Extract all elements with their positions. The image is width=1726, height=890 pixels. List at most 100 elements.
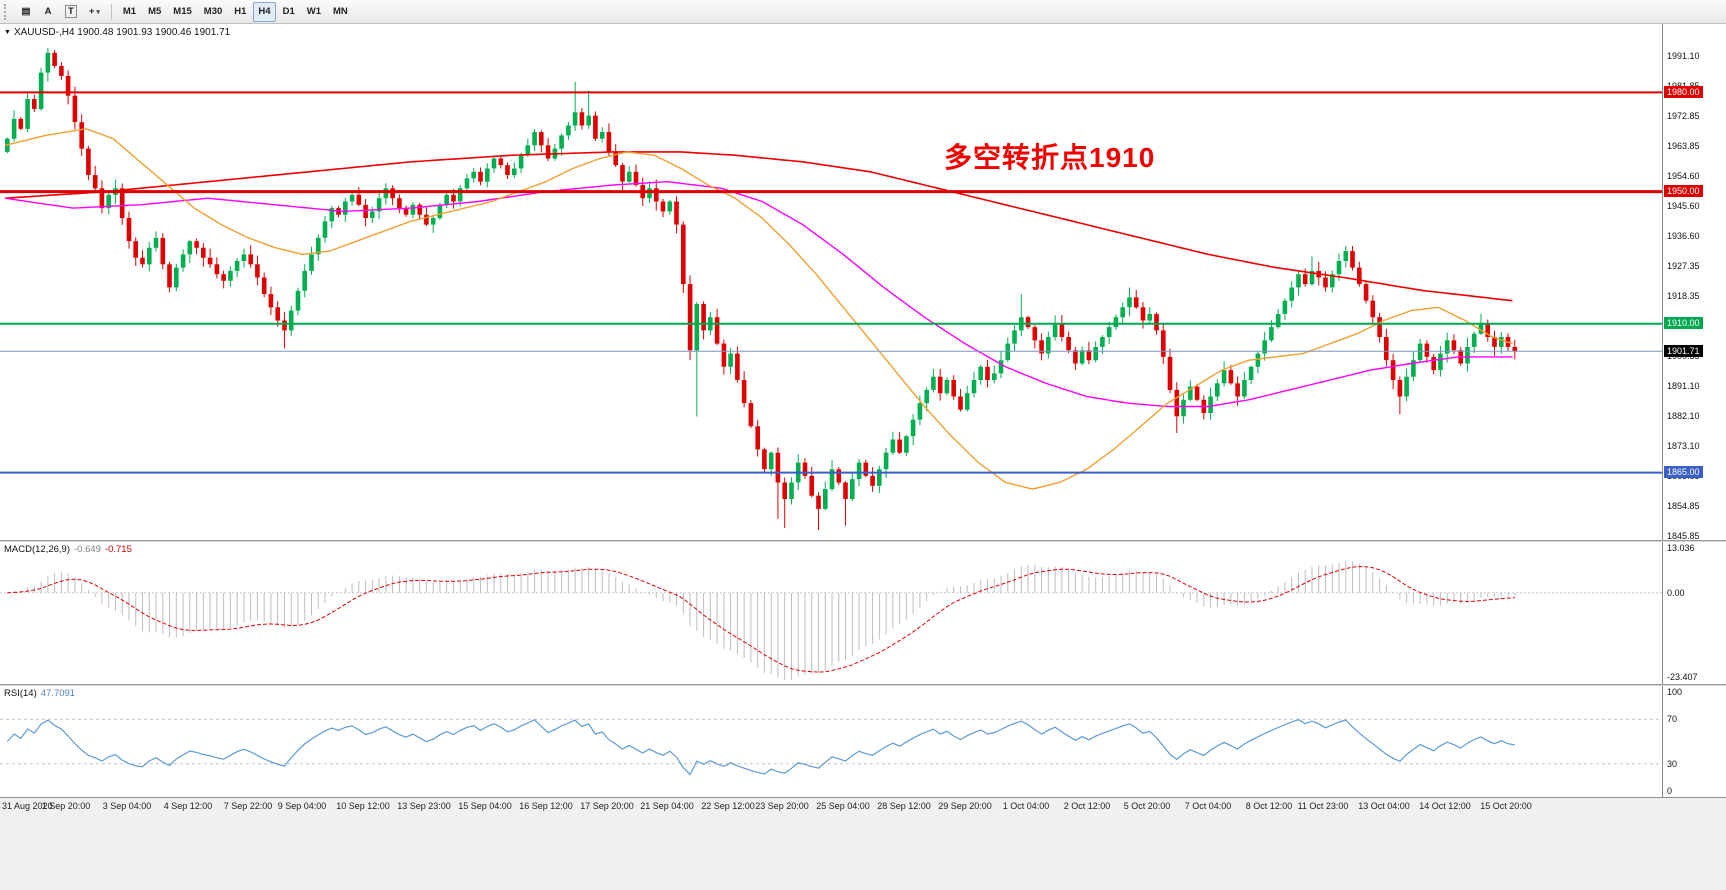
chart-objects-tool-button[interactable]: ▤ [16,2,36,22]
timeframe-button-mn[interactable]: MN [328,2,353,22]
time-axis-label: 8 Oct 12:00 [1245,801,1293,811]
time-axis-label: 22 Sep 12:00 [701,801,755,811]
price-tick: 1845.85 [1667,531,1700,540]
price-tick: 1954.60 [1667,171,1700,181]
macd-scale[interactable]: 13.036 0.00 -23.407 [1662,542,1726,684]
rsi-scale-tick: 0 [1667,786,1673,796]
macd-scale-tick: 0.00 [1667,587,1685,598]
timeframe-button-m5[interactable]: M5 [143,2,166,22]
ma-line-fast-orange [4,128,1513,490]
time-axis-label: 10 Sep 12:00 [336,801,390,811]
time-axis-label: 5 Oct 20:00 [1123,801,1171,811]
panel-splitter[interactable] [0,540,1726,542]
rsi-scale[interactable]: 100 70 30 0 [1662,686,1726,797]
price-tick: 1991.10 [1667,51,1700,61]
time-axis-label: 23 Sep 20:00 [755,801,809,811]
time-axis-label: 13 Sep 23:00 [397,801,451,811]
timeframe-button-m15[interactable]: M15 [168,2,196,22]
ma-line-mid-magenta [4,180,1513,408]
macd-header: MACD(12,26,9) -0.649 -0.715 [4,544,136,555]
timeframe-toolbar: M1 M5 M15 M30 H1 H4 D1 W1 MN [117,1,354,22]
rsi-label: RSI(14) [4,688,37,699]
drawing-tools-group: ▤ A T + ▾ [15,2,106,22]
rsi-line [6,718,1515,776]
price-tick: 1945.60 [1667,201,1700,211]
macd-scale-tick: -23.407 [1667,672,1698,682]
price-badge-1950.00: 1950.00 [1664,185,1703,197]
time-axis-label: 9 Sep 04:00 [277,801,327,811]
time-axis-label: 11 Oct 23:00 [1297,801,1349,811]
time-axis-label: 1 Oct 04:00 [1002,801,1050,811]
time-axis-label: 16 Sep 12:00 [519,801,573,811]
toolbar: ▤ A T + ▾ M1 M5 M15 M30 H1 H4 D1 W1 MN [0,0,1726,24]
symbol-info: ▼ XAUUSD-,H4 1900.48 1901.93 1900.46 1901… [4,27,230,38]
rsi-header: RSI(14) 47.7091 [4,688,79,699]
price-tick: 1873.10 [1667,441,1700,451]
time-axis[interactable]: 31 Aug 2020 1 Sep 20:00 3 Sep 04:00 4 Sep 1… [0,797,1726,815]
price-chart-canvas[interactable] [0,24,1662,540]
time-axis-label: 13 Oct 04:00 [1358,801,1410,811]
time-axis-label: 2 Oct 12:00 [1063,801,1111,811]
price-tick: 1854.85 [1667,501,1700,511]
price-badge-1901.71: 1901.71 [1664,345,1703,357]
main-chart-panel: 1991.101981.851972.851963.851954.601945.… [0,24,1726,540]
time-axis-label: 7 Sep 22:00 [223,801,273,811]
price-tick: 1891.10 [1667,381,1700,391]
rsi-canvas[interactable] [0,686,1662,797]
rsi-scale-tick: 100 [1667,687,1683,697]
text-frame-t-tool-button[interactable]: T [60,2,82,22]
rsi-value: 47.7091 [40,688,76,699]
rsi-scale-tick: 70 [1667,714,1678,725]
price-scale[interactable]: 1991.101981.851972.851963.851954.601945.… [1662,24,1726,540]
time-axis-label: 14 Oct 12:00 [1419,801,1471,811]
collapse-triangle-icon[interactable]: ▼ [4,29,11,36]
panel-splitter[interactable] [0,684,1726,686]
macd-scale-tick: 13.036 [1667,543,1695,553]
text-label-a-tool-button[interactable]: A [38,2,58,22]
symbol-ohlc-text: XAUUSD-,H4 1900.48 1901.93 1900.46 1901.… [13,27,231,38]
price-badge-1865.00: 1865.00 [1664,466,1703,478]
time-axis-label: 1 Sep 20:00 [41,801,91,811]
macd-signal-line [7,565,1515,673]
time-axis-label: 3 Sep 04:00 [102,801,152,811]
price-tick: 1918.35 [1667,291,1700,301]
time-axis-label: 31 Aug 2020 [2,801,53,811]
macd-panel: 13.036 0.00 -23.407 MACD(12,26,9) -0.649 -0.… [0,542,1726,684]
time-axis-label: 4 Sep 12:00 [163,801,213,811]
time-axis-label: 15 Oct 20:00 [1480,801,1532,811]
time-axis-label: 28 Sep 12:00 [877,801,931,811]
time-axis-label: 7 Oct 04:00 [1184,801,1232,811]
price-tick: 1963.85 [1667,141,1700,151]
timeframe-button-m1[interactable]: M1 [118,2,141,22]
timeframe-button-h4[interactable]: H4 [253,1,276,22]
timeframe-button-w1[interactable]: W1 [302,2,326,22]
toolbar-drag-handle[interactable] [4,3,10,20]
crosshair-tool-button[interactable]: + ▾ [84,2,105,22]
time-axis-label: 29 Sep 20:00 [938,801,992,811]
macd-signal-value: -0.715 [104,544,132,555]
price-badge-1910.00: 1910.00 [1664,317,1703,329]
macd-canvas[interactable] [0,542,1662,684]
chart-annotation-text[interactable]: 多空转折点1910 [944,142,1156,173]
price-tick: 1972.85 [1667,111,1700,121]
toolbar-separator [110,3,112,20]
timeframe-button-d1[interactable]: D1 [278,2,300,22]
time-axis-label: 17 Sep 20:00 [580,801,634,811]
price-tick: 1936.60 [1667,231,1700,241]
bottom-filler [0,815,1726,890]
macd-main-value: -0.649 [74,544,101,555]
macd-label: MACD(12,26,9) [4,544,70,555]
timeframe-button-m30[interactable]: M30 [199,2,227,22]
time-axis-label: 25 Sep 04:00 [816,801,870,811]
price-tick: 1882.10 [1667,411,1700,421]
price-tick: 1927.35 [1667,261,1700,271]
timeframe-button-h1[interactable]: H1 [229,2,251,22]
rsi-scale-tick: 30 [1667,758,1678,769]
price-badge-1980.00: 1980.00 [1664,86,1703,98]
rsi-panel: 100 70 30 0 RSI(14) 47.7091 [0,686,1726,797]
time-axis-label: 21 Sep 04:00 [640,801,694,811]
ma-line-slow-red [4,151,1513,302]
chevron-down-icon: ▾ [96,8,100,16]
time-axis-label: 15 Sep 04:00 [458,801,512,811]
